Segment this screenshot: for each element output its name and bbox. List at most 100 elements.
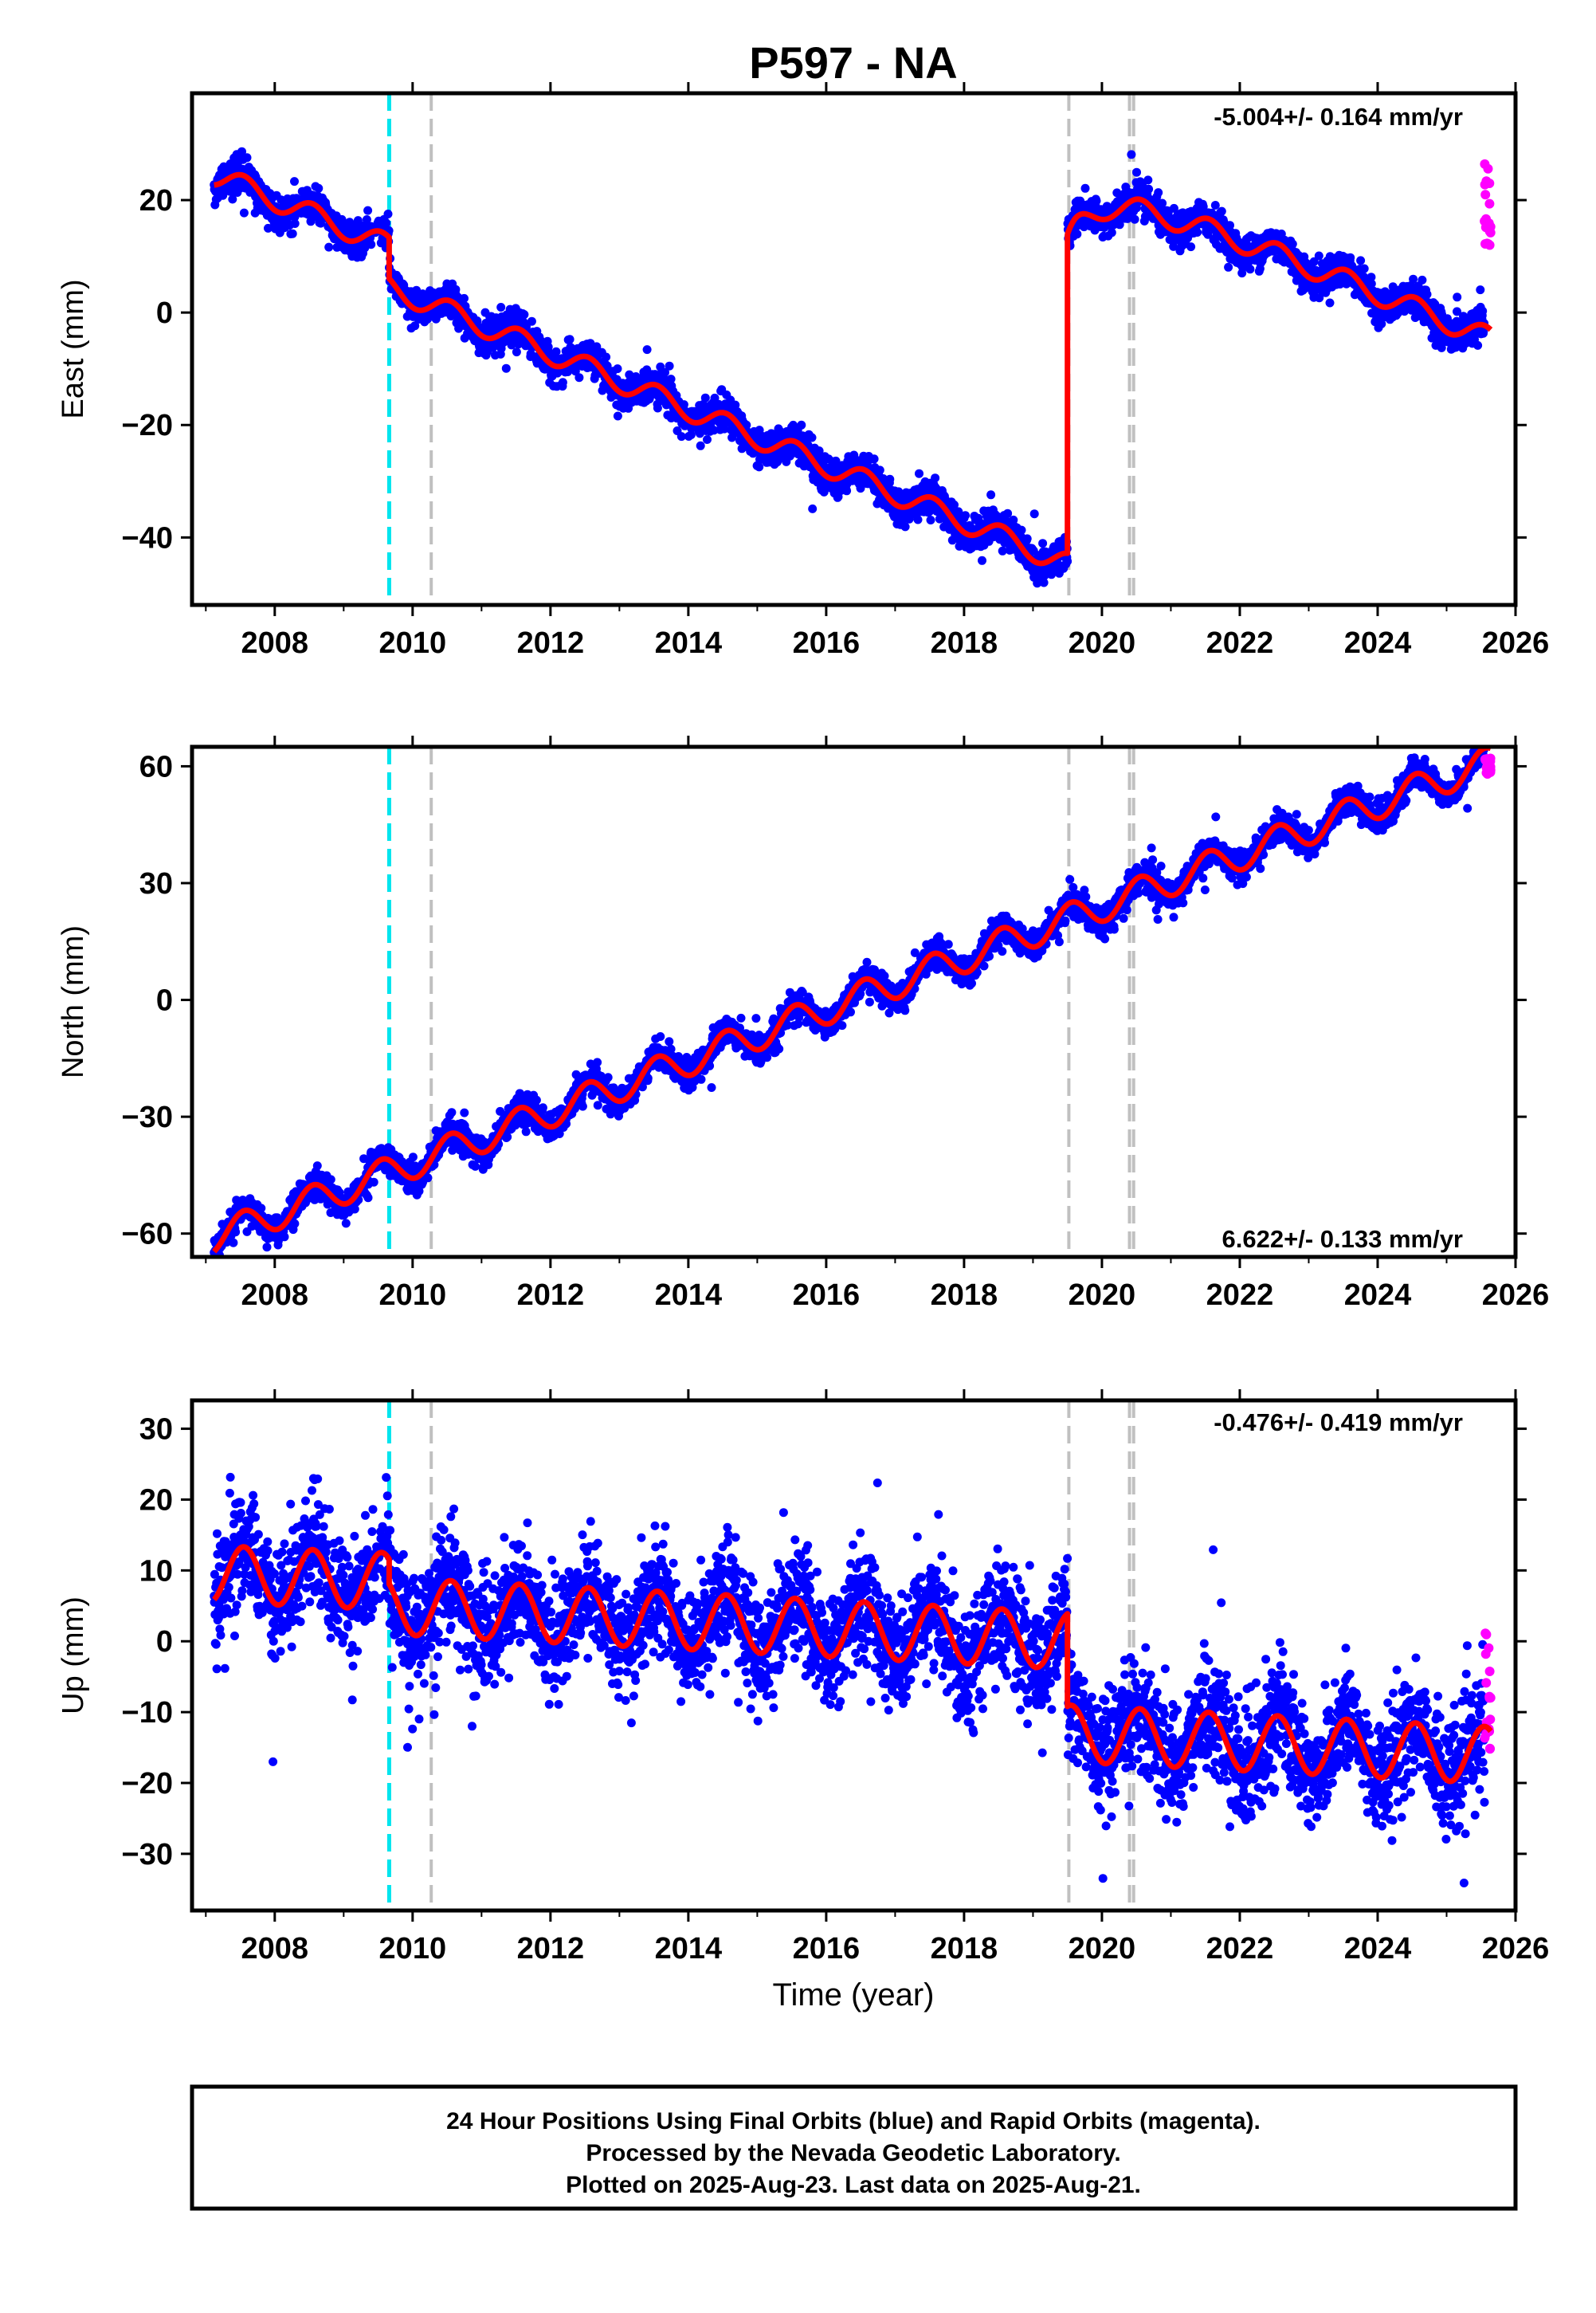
outlier-point: [986, 490, 996, 500]
data-point: [602, 352, 611, 362]
east-panel: 2008 2010 2012 2014 2016 2018 2020 2022 2024 2026…: [57, 82, 1549, 660]
outlier-point: [501, 363, 511, 373]
data-point: [1193, 228, 1202, 237]
data-point: [1314, 251, 1323, 261]
data-point: [326, 1175, 335, 1184]
outlier-point: [1127, 150, 1136, 159]
y-tick-label: 20: [139, 184, 173, 218]
data-point: [324, 242, 334, 252]
data-point: [1017, 525, 1026, 535]
data-point: [1325, 298, 1335, 308]
data-point: [1224, 262, 1233, 272]
data-point: [290, 1219, 300, 1228]
final-orbits-points: [210, 147, 1489, 588]
rapid-point: [1484, 198, 1495, 209]
data-point: [280, 1232, 289, 1242]
data-point: [527, 316, 536, 326]
data-point: [1225, 221, 1234, 230]
data-point: [1418, 275, 1427, 285]
north-panel: 2008 2010 2012 2014 2016 2018 2020 2022 2024 2026…: [57, 736, 1549, 1312]
data-point: [290, 177, 299, 187]
data-point: [1422, 289, 1432, 299]
velocity-annotation: -5.004+/- 0.164 mm/yr: [1214, 103, 1463, 131]
plot-area: [210, 93, 1496, 605]
rapid-point: [1481, 214, 1491, 224]
data-point: [642, 345, 652, 355]
x-tick-label: 2008: [241, 626, 309, 660]
rapid-point: [1484, 226, 1495, 237]
outlier-point: [915, 469, 923, 478]
data-point: [574, 373, 584, 383]
x-tick-label: 2010: [379, 626, 447, 660]
x-tick-label: 2020: [1069, 626, 1136, 660]
data-point: [1210, 201, 1220, 210]
data-point: [797, 420, 806, 430]
data-point: [1143, 175, 1153, 185]
plot-area: [210, 747, 1496, 1257]
data-point: [913, 515, 923, 524]
data-point: [410, 321, 420, 331]
data-point: [363, 206, 373, 215]
data-point: [926, 516, 935, 524]
data-point: [362, 215, 371, 224]
x-tick-label: 2012: [517, 626, 585, 660]
data-point: [543, 342, 553, 351]
data-point: [314, 183, 324, 193]
data-point: [231, 1227, 241, 1237]
model-fit-line: [212, 171, 1493, 567]
data-point: [565, 335, 574, 344]
rapid-point: [1480, 190, 1491, 200]
data-point: [257, 1204, 266, 1213]
data-point: [242, 153, 252, 163]
data-point: [755, 462, 764, 472]
x-tick-label: 2022: [1206, 626, 1274, 660]
data-point: [1356, 256, 1366, 265]
data-point: [451, 285, 461, 294]
data-point: [558, 378, 567, 387]
rapid-point: [1484, 240, 1495, 250]
data-point: [1473, 340, 1483, 350]
data-point: [869, 454, 879, 464]
data-point: [312, 1161, 322, 1171]
data-point: [613, 364, 622, 374]
data-point: [382, 218, 391, 228]
x-tick-label: 2024: [1344, 626, 1412, 660]
data-point: [1478, 306, 1488, 316]
data-point: [341, 1219, 351, 1228]
data-point: [423, 1173, 433, 1183]
data-point: [1130, 214, 1139, 224]
data-point: [703, 435, 712, 444]
data-point: [1072, 230, 1082, 239]
rapid-point: [1480, 159, 1490, 169]
outlier-point: [1029, 509, 1039, 519]
data-point: [367, 240, 376, 249]
data-point: [696, 441, 705, 450]
outlier-point: [1476, 285, 1485, 295]
data-point: [496, 303, 506, 312]
data-point: [262, 1243, 272, 1252]
x-tick-label: 2014: [655, 626, 723, 660]
data-point: [1022, 534, 1032, 544]
x-tick-label: 2018: [931, 626, 998, 660]
data-point: [1245, 265, 1255, 274]
data-point: [1038, 539, 1048, 548]
data-point: [363, 1193, 373, 1203]
data-point: [807, 433, 817, 442]
outlier-point: [978, 556, 986, 565]
data-point: [369, 1177, 378, 1187]
outlier-point: [1453, 293, 1462, 302]
data-point: [1154, 188, 1163, 198]
data-point: [885, 474, 895, 484]
data-point: [1186, 242, 1196, 252]
data-point: [1359, 264, 1369, 273]
data-point: [961, 511, 970, 520]
chart-title: P597 - NA: [749, 37, 957, 88]
data-point: [423, 314, 433, 324]
data-point: [228, 194, 237, 204]
data-point: [551, 347, 561, 356]
data-point: [264, 223, 273, 233]
data-point: [653, 403, 662, 413]
y-tick-label: −40: [122, 521, 173, 555]
data-point: [1063, 556, 1072, 566]
